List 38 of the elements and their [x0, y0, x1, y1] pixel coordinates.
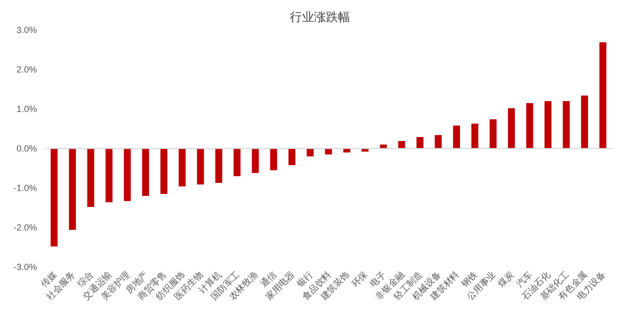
bar	[416, 137, 424, 148]
bar	[215, 148, 222, 183]
y-tick-label: -3.0%	[13, 262, 37, 272]
bar	[526, 103, 534, 148]
bar	[252, 148, 259, 173]
bar	[508, 108, 515, 148]
bar	[160, 148, 168, 194]
bar	[234, 148, 241, 176]
bar	[288, 148, 296, 166]
bar	[106, 148, 112, 202]
y-tick-label: 1.0%	[16, 104, 37, 114]
bar	[434, 135, 442, 148]
bar	[453, 126, 460, 148]
y-tick-label: 3.0%	[16, 25, 37, 35]
bar	[270, 148, 278, 170]
y-tick-label: -1.0%	[13, 183, 37, 193]
chart-title: 行业涨跌幅	[290, 10, 350, 24]
bar	[562, 101, 570, 148]
bar	[68, 148, 76, 230]
bar	[50, 148, 58, 246]
bar	[325, 148, 332, 154]
bar	[196, 148, 204, 184]
bar	[599, 42, 606, 148]
bar	[142, 148, 150, 196]
bar	[178, 148, 186, 186]
bar	[490, 119, 497, 148]
y-tick-label: 2.0%	[16, 64, 37, 74]
x-tick-label: 煤炭	[496, 269, 516, 290]
bar	[398, 140, 406, 148]
y-tick-label: -2.0%	[13, 222, 37, 232]
bar	[87, 148, 94, 207]
bar	[306, 148, 314, 156]
y-tick-label: 0.0%	[16, 144, 37, 154]
bar	[471, 124, 478, 148]
bar	[581, 96, 588, 148]
bar	[544, 101, 552, 148]
x-tick-label: 环保	[350, 269, 370, 290]
bar	[124, 148, 131, 202]
